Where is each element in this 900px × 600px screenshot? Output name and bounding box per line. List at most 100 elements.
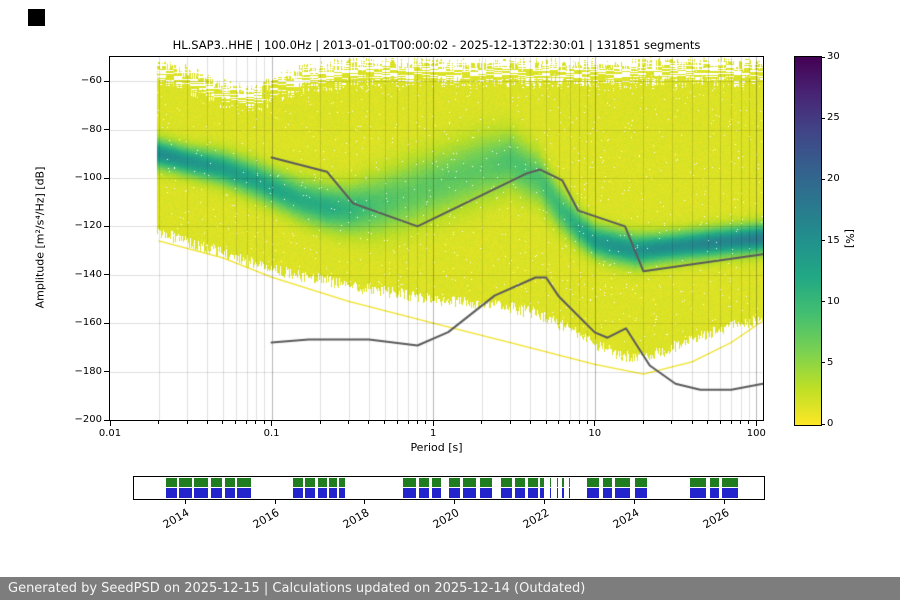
availability-segment-top <box>236 478 252 487</box>
y-tick-label: −180 <box>74 365 102 377</box>
x-tick-label: 10 <box>588 428 602 439</box>
availability-segment-top <box>690 478 707 487</box>
x-minor-tick-mark <box>730 421 732 424</box>
availability-segment-top <box>549 478 552 487</box>
availability-timeline <box>133 476 765 500</box>
x-axis-label: Period [s] <box>410 441 463 454</box>
colorbar-label: [%] <box>843 228 857 249</box>
x-tick-mark <box>271 421 273 426</box>
availability-segment-bottom <box>293 488 303 498</box>
availability-segment-bottom <box>549 488 552 498</box>
y-tick-label: −80 <box>80 123 102 135</box>
x-minor-tick-mark <box>235 421 237 424</box>
x-minor-tick-mark <box>642 421 644 424</box>
x-tick-label: 0.01 <box>98 428 122 439</box>
availability-segment-bottom <box>210 488 223 498</box>
x-minor-tick-mark <box>158 421 160 424</box>
availability-segment-bottom <box>690 488 707 498</box>
availability-segment-bottom <box>236 488 252 498</box>
x-minor-tick-mark <box>545 421 547 424</box>
x-minor-tick-mark <box>319 421 321 424</box>
availability-segment-top <box>602 478 612 487</box>
availability-segment-bottom <box>568 488 570 498</box>
colorbar-tick-mark <box>821 301 825 303</box>
x-minor-tick-mark <box>707 421 709 424</box>
availability-segment-bottom <box>479 488 492 498</box>
colorbar-tick-label: 20 <box>827 173 840 185</box>
availability-segment-bottom <box>165 488 177 498</box>
x-minor-tick-mark <box>425 421 427 424</box>
availability-segment-bottom <box>515 488 525 498</box>
x-minor-tick-mark <box>255 421 257 424</box>
x-tick-label: 100 <box>746 428 766 439</box>
availability-segment-top <box>615 478 631 487</box>
availability-segment-top <box>224 478 235 487</box>
availability-segment-bottom <box>556 488 558 498</box>
timeline-tick-mark <box>454 500 456 504</box>
timeline-year-label: 2026 <box>700 506 732 532</box>
x-minor-tick-mark <box>396 421 398 424</box>
availability-segment-bottom <box>179 488 192 498</box>
availability-segment-top <box>165 478 177 487</box>
y-tick-mark <box>104 225 109 227</box>
ppsd-heatmap-canvas <box>110 57 763 420</box>
timeline-year-label: 2024 <box>610 506 642 532</box>
x-tick-mark <box>594 421 596 426</box>
availability-segment-top <box>540 478 545 487</box>
availability-segment-bottom <box>403 488 417 498</box>
x-minor-tick-mark <box>206 421 208 424</box>
x-minor-tick-mark <box>246 421 248 424</box>
availability-segment-bottom <box>463 488 477 498</box>
availability-segment-bottom <box>527 488 538 498</box>
y-tick-mark <box>104 274 109 276</box>
colorbar-tick-label: 0 <box>827 418 834 429</box>
x-minor-tick-mark <box>368 421 370 424</box>
colorbar-tick-mark <box>821 362 825 364</box>
timeline-tick-mark <box>184 500 186 504</box>
availability-segment-top <box>562 478 564 487</box>
availability-segment-bottom <box>431 488 442 498</box>
availability-segment-top <box>463 478 477 487</box>
availability-segment-top <box>431 478 442 487</box>
x-minor-tick-mark <box>569 421 571 424</box>
availability-segment-top <box>339 478 346 487</box>
x-minor-tick-mark <box>416 421 418 424</box>
y-tick-label: −100 <box>74 172 102 183</box>
colorbar-tick-label: 15 <box>827 234 840 246</box>
x-tick-label: 0.1 <box>263 428 280 439</box>
colorbar-tick-mark <box>821 56 825 58</box>
y-tick-mark <box>104 177 109 179</box>
x-minor-tick-mark <box>222 421 224 424</box>
availability-segment-bottom <box>615 488 631 498</box>
availability-segment-top <box>317 478 327 487</box>
y-tick-label: −200 <box>74 414 102 425</box>
x-minor-tick-mark <box>263 421 265 424</box>
colorbar-tick-label: 25 <box>827 112 840 124</box>
availability-segment-top <box>568 478 570 487</box>
availability-segment-bottom <box>540 488 545 498</box>
x-minor-tick-mark <box>671 421 673 424</box>
x-minor-tick-mark <box>740 421 742 424</box>
availability-segment-bottom <box>586 488 599 498</box>
corner-marker <box>28 9 45 26</box>
x-minor-tick-mark <box>586 421 588 424</box>
availability-segment-top <box>527 478 538 487</box>
y-tick-mark <box>104 419 109 421</box>
colorbar-tick-mark <box>821 178 825 180</box>
y-tick-mark <box>104 80 109 82</box>
colorbar <box>794 56 822 426</box>
availability-segment-bottom <box>602 488 612 498</box>
colorbar-tick-mark <box>821 423 825 425</box>
y-tick-label: −140 <box>74 268 102 280</box>
availability-segment-bottom <box>329 488 337 498</box>
x-minor-tick-mark <box>558 421 560 424</box>
availability-segment-bottom <box>339 488 346 498</box>
availability-segment-bottom <box>224 488 235 498</box>
availability-segment-bottom <box>194 488 209 498</box>
chart-title: HL.SAP3..HHE | 100.0Hz | 2013-01-01T00:0… <box>172 38 701 52</box>
x-minor-tick-mark <box>384 421 386 424</box>
colorbar-tick-mark <box>821 240 825 241</box>
availability-segment-bottom <box>449 488 461 498</box>
x-minor-tick-mark <box>481 421 483 424</box>
colorbar-tick-label: 30 <box>827 51 840 62</box>
